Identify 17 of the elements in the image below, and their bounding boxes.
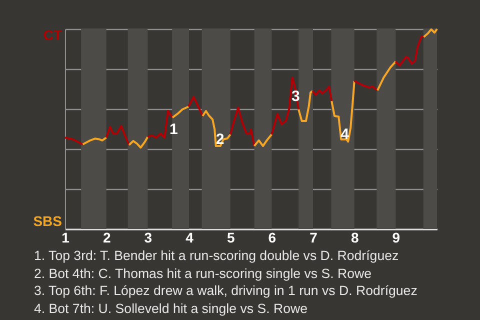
x-tick-label: 3	[144, 230, 152, 246]
x-tick-label: 9	[392, 230, 400, 246]
annotation: 1	[170, 121, 178, 138]
text: CT	[43, 27, 62, 43]
x-tick-label: 5	[226, 230, 235, 246]
text: 4. Bot 7th: U. Solleveld hit a single vs S. Rowe	[34, 300, 308, 318]
x-tick-label: 6	[268, 230, 276, 246]
x-tick-label: 8	[350, 230, 359, 246]
annotation: 2	[216, 131, 224, 148]
x-tick-label: 1	[62, 230, 70, 246]
x-tick-label: 4	[186, 230, 194, 246]
text: 3. Top 6th: F. López drew a walk, driving in 1 run vs D. Rodríguez	[34, 282, 418, 300]
x-tick-label: 7	[310, 230, 318, 246]
text: 2. Bot 4th: C. Thomas hit a run-scoring single vs S. Rowe	[34, 264, 372, 282]
text: SBS	[33, 213, 62, 229]
x-tick-label: 2	[102, 230, 111, 246]
text: 1. Top 3rd: T. Bender hit a run-scoring double vs D. Rodríguez	[34, 247, 400, 265]
